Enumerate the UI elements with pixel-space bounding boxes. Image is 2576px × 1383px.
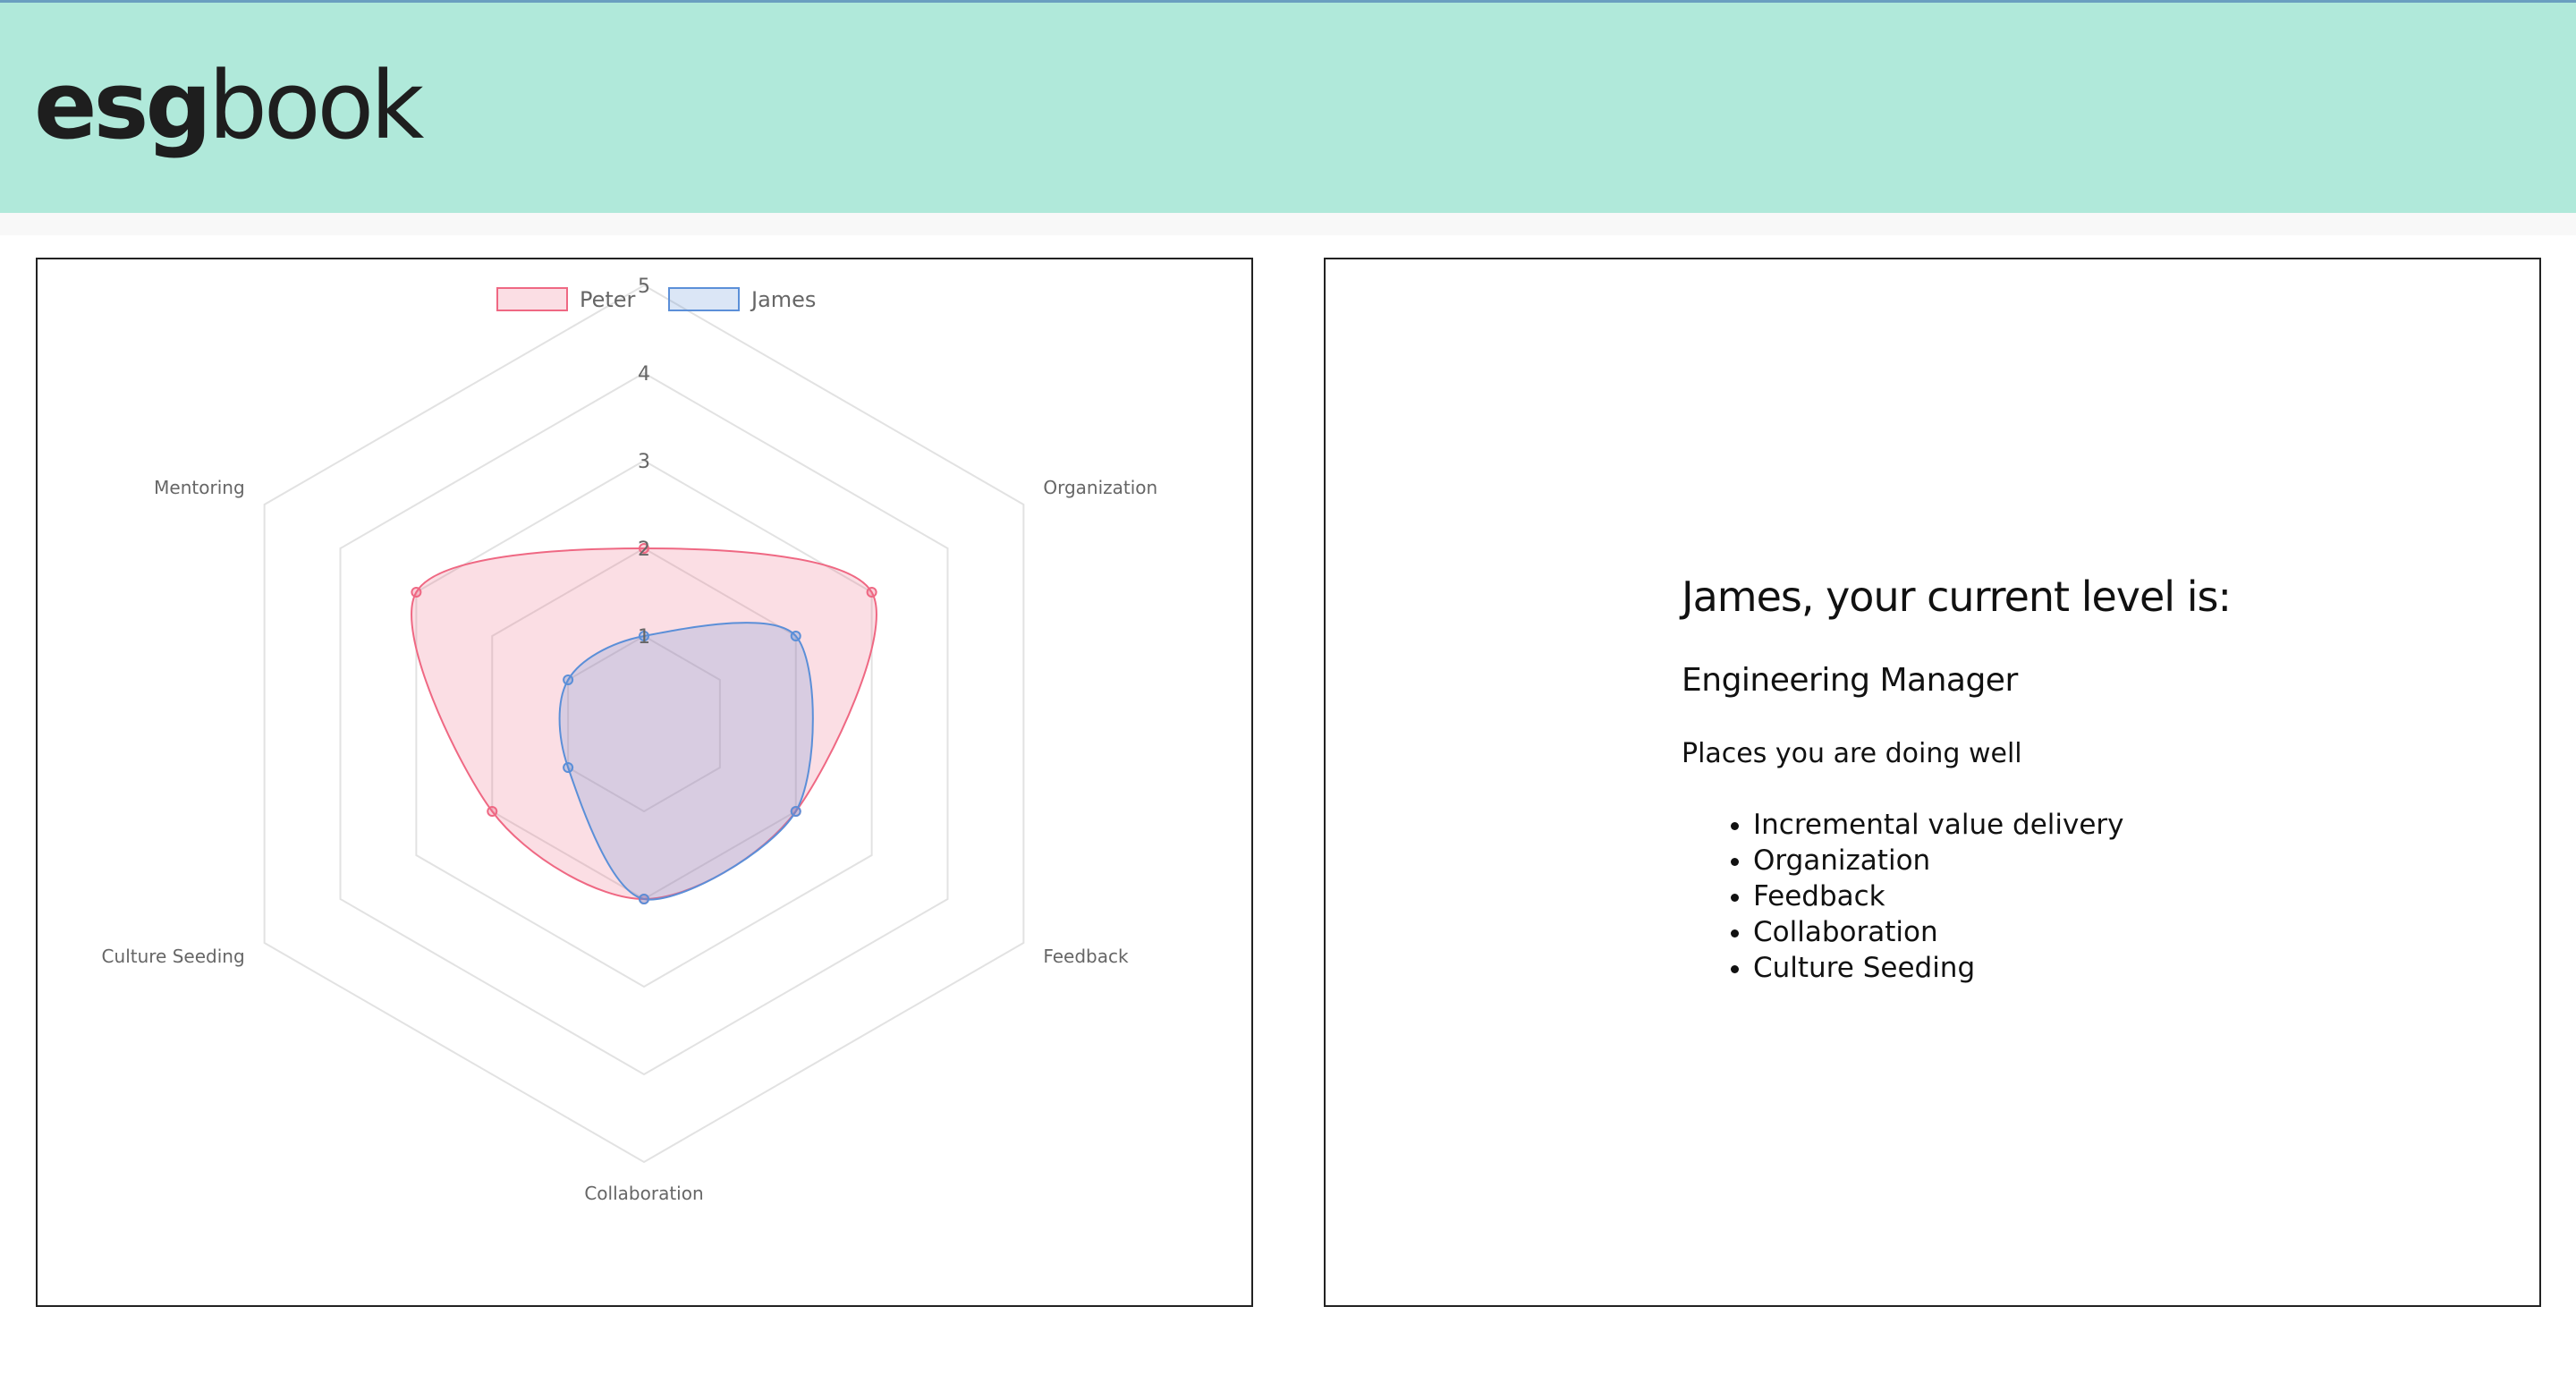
axis-label: Organization [1043,477,1157,498]
list-item: Collaboration [1753,914,2397,950]
list-item: Culture Seeding [1753,950,2397,986]
legend-swatch-peter [496,287,568,311]
data-point [487,806,498,817]
data-point [790,631,801,641]
series-area-james [558,622,814,901]
data-point [639,543,649,554]
chart-panel: 12345Incremental value deliveryOrganizat… [36,258,1253,1307]
list-item: Organization [1753,843,2397,878]
axis-label: Feedback [1043,946,1129,967]
level-title: Engineering Manager [1682,662,2018,699]
grid-ring [339,371,949,1076]
strengths-list: Incremental value delivery Organization … [1682,807,2397,986]
legend-swatch-james [668,287,740,311]
tick-label: 2 [638,539,650,561]
level-heading: James, your current level is: [1682,573,2232,621]
radar-chart: 12345Incremental value deliveryOrganizat… [102,276,1158,1204]
header-bar: esgbook [0,0,2576,213]
data-point [866,587,877,598]
legend-label: Peter [580,287,636,312]
axis-label: Culture Seeding [102,946,245,967]
tick-label: 1 [638,626,650,649]
data-point [639,631,649,641]
legend-label: James [750,287,816,312]
data-point [790,806,801,817]
summary-panel [1324,258,2541,1307]
tick-label: 5 [638,276,650,298]
data-point [411,587,422,598]
axis-label: Mentoring [154,477,244,498]
axis-label: Collaboration [584,1183,703,1204]
grid-ring [263,284,1025,1164]
level-summary: James, your current level is: Engineerin… [1682,573,2397,986]
list-item: Feedback [1753,878,2397,914]
data-point [563,762,574,773]
tick-label: 4 [638,363,650,386]
data-point [639,894,649,904]
logo-bold-text: esg [34,51,212,160]
header-divider [0,213,2576,235]
tick-label: 3 [638,451,650,473]
list-item: Incremental value delivery [1753,807,2397,843]
logo-light-text: book [208,51,424,160]
esgbook-logo[interactable]: esgbook [34,47,424,164]
data-point [563,675,574,685]
strengths-heading: Places you are doing well [1682,738,2022,769]
